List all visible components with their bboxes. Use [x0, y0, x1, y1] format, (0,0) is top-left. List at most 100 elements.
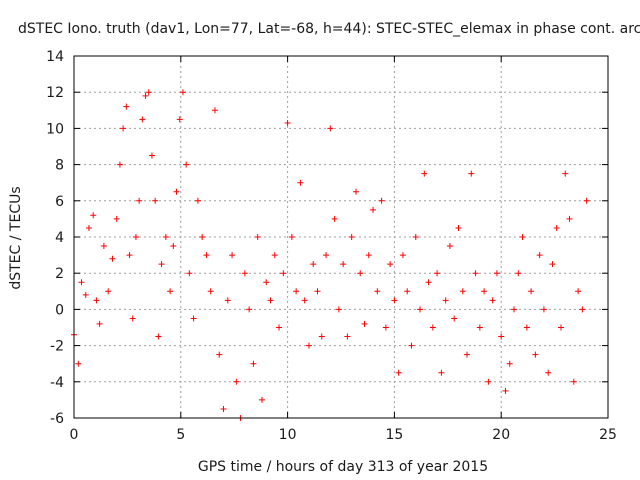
data-point [404, 288, 411, 295]
data-point [129, 315, 136, 322]
data-point [224, 297, 231, 304]
data-point [395, 369, 402, 376]
data-point [481, 288, 488, 295]
data-point [340, 261, 347, 268]
data-point [506, 360, 513, 367]
data-point [511, 306, 518, 313]
axis-ticks: 0 5 10 15 20 25 -6 -4 -2 0 2 4 6 8 10 12 14 [46, 49, 617, 443]
data-point [318, 333, 325, 340]
data-point [348, 234, 355, 240]
data-point [412, 234, 419, 240]
data-point [519, 234, 526, 240]
data-point [109, 255, 116, 262]
data-point [90, 212, 97, 219]
data-point [229, 252, 236, 259]
data-point [434, 270, 441, 277]
data-point [199, 234, 206, 240]
data-point [464, 351, 471, 358]
y-tick-label: 6 [55, 194, 64, 210]
data-point [365, 252, 372, 259]
data-point [387, 261, 394, 268]
data-point [305, 342, 312, 349]
data-point [136, 197, 143, 204]
x-tick-label: 20 [492, 427, 510, 443]
data-point [113, 215, 120, 222]
data-point [152, 197, 159, 204]
data-point [323, 252, 330, 259]
data-point [408, 342, 415, 349]
data-point [190, 315, 197, 322]
data-point [549, 261, 556, 268]
data-point [532, 351, 539, 358]
data-point [562, 170, 569, 177]
data-point [472, 270, 479, 277]
data-point [105, 288, 112, 295]
data-point [75, 360, 82, 367]
y-tick-label: 14 [46, 49, 64, 65]
data-point [378, 197, 385, 204]
data-point [579, 306, 586, 313]
data-point [331, 215, 338, 222]
data-point [399, 252, 406, 259]
data-point [120, 125, 127, 132]
data-point [442, 297, 449, 304]
data-point [468, 170, 475, 177]
data-point [246, 306, 253, 313]
data-point [344, 333, 351, 340]
data-point [382, 324, 389, 331]
data-point [421, 170, 428, 177]
data-point [455, 224, 462, 231]
data-point [258, 396, 265, 403]
data-point [280, 270, 287, 277]
data-point [374, 288, 381, 295]
data-point [391, 297, 398, 304]
data-point [116, 161, 123, 168]
data-point [498, 333, 505, 340]
y-axis-title: dSTEC / TECUs [8, 186, 24, 289]
y-tick-label: 2 [55, 266, 64, 282]
data-point [357, 270, 364, 277]
data-point [489, 297, 496, 304]
data-point [352, 188, 359, 195]
data-point [451, 315, 458, 322]
data-point [558, 324, 565, 331]
data-point [142, 92, 149, 99]
data-point [233, 378, 240, 385]
data-point [78, 279, 85, 286]
x-axis-title: GPS time / hours of day 313 of year 2015 [198, 459, 488, 475]
data-point [241, 270, 248, 277]
data-point [186, 270, 193, 277]
data-point [123, 103, 130, 110]
data-point [476, 324, 483, 331]
x-tick-label: 25 [599, 427, 617, 443]
data-point [459, 288, 466, 295]
y-tick-label: 10 [46, 121, 64, 137]
y-tick-label: 12 [46, 85, 64, 101]
data-point [438, 369, 445, 376]
data-point [528, 288, 535, 295]
data-point [126, 252, 133, 259]
data-point [271, 252, 278, 259]
data-point [82, 291, 89, 298]
data-point [85, 224, 92, 231]
data-point [301, 297, 308, 304]
data-point [148, 152, 155, 159]
data-point [132, 234, 139, 240]
data-point [162, 234, 169, 240]
chart-title: dSTEC Iono. truth (dav1, Lon=77, Lat=-68… [18, 21, 640, 37]
y-tick-label: 0 [55, 302, 64, 318]
data-point [417, 306, 424, 313]
data-point [523, 324, 530, 331]
data-point [335, 306, 342, 313]
data-point [288, 234, 295, 240]
data-point [570, 378, 577, 385]
y-tick-label: -4 [50, 375, 64, 391]
data-point [314, 288, 321, 295]
data-point [250, 360, 257, 367]
data-point [254, 234, 261, 240]
data-point [267, 297, 274, 304]
data-point [310, 261, 317, 268]
x-tick-label: 10 [279, 427, 297, 443]
data-point [220, 405, 227, 412]
